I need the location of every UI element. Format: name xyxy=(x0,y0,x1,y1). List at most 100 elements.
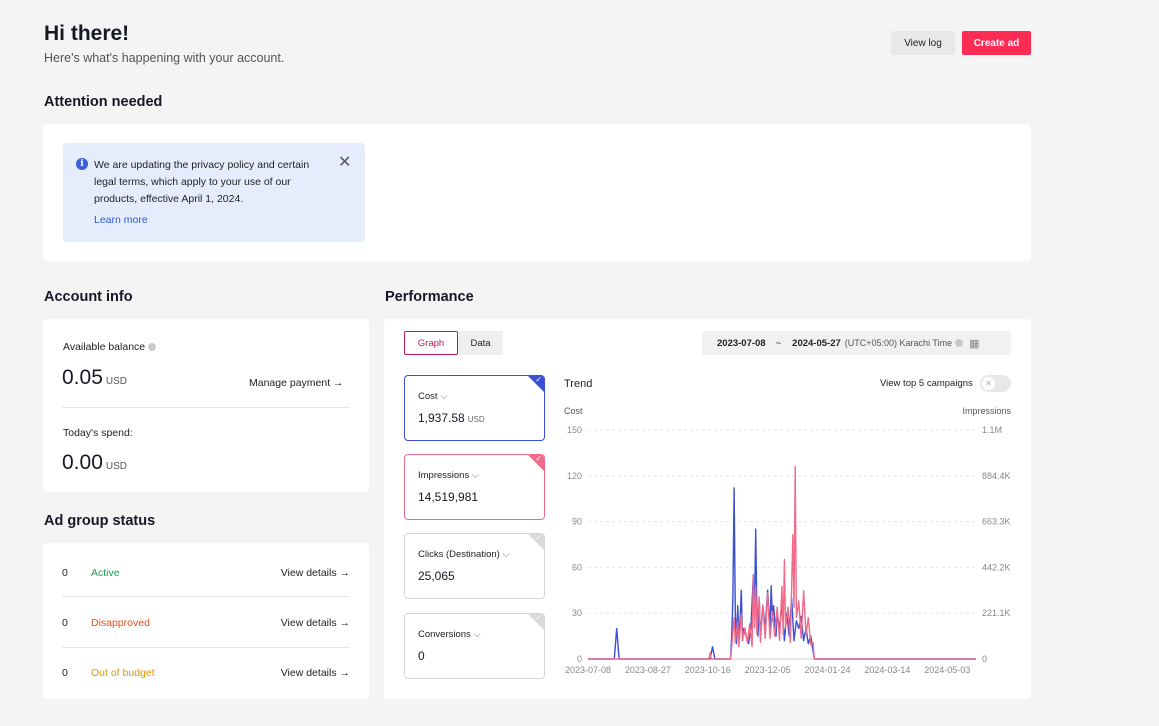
y-left-tick-label: 0 xyxy=(577,654,582,664)
metric-unit: USD xyxy=(467,415,485,424)
y-right-axis-label: Impressions xyxy=(962,406,1011,416)
x-tick-label: 2024-03-14 xyxy=(864,665,910,675)
today-spend-amount: 0.00 USD xyxy=(62,451,127,475)
metric-label: Conversions ⌵ xyxy=(418,629,481,640)
metric-card-conversions[interactable]: ✓ Conversions ⌵ 0 xyxy=(404,613,545,679)
y-right-tick-label: 884.4K xyxy=(982,471,1011,481)
y-left-tick-label: 60 xyxy=(572,562,582,572)
today-spend-label: Today's spend: xyxy=(63,427,133,439)
status-row-disapproved: 0 Disapproved View details → xyxy=(62,613,350,633)
close-icon[interactable]: ✕ xyxy=(338,154,352,171)
x-tick-label: 2024-01-24 xyxy=(804,665,850,675)
view-details-link[interactable]: View details → xyxy=(280,617,350,629)
metric-label-text: Cost xyxy=(418,391,438,402)
check-icon: ✓ xyxy=(535,375,542,384)
calendar-icon[interactable]: ▦ xyxy=(969,337,980,350)
trend-chart: Cost Impressions 150 1.1M 120 884.4K 90 663.3… xyxy=(564,406,1012,675)
date-start: 2023-07-08 xyxy=(717,337,766,349)
page-subtitle: Here's what's happening with your accoun… xyxy=(44,51,285,65)
view-details-link[interactable]: View details → xyxy=(280,667,350,679)
account-info-title: Account info xyxy=(44,289,133,305)
y-right-tick-label: 442.2K xyxy=(982,562,1011,572)
privacy-notice: i We are updating the privacy policy and… xyxy=(63,143,365,242)
x-tick-label: 2024-05-03 xyxy=(924,665,970,675)
balance-value: 0.05 xyxy=(62,366,103,389)
metric-label-text: Clicks (Destination) xyxy=(418,549,500,560)
series-line-cost xyxy=(588,487,976,660)
check-icon: ✓ xyxy=(535,454,542,463)
ad-group-status-card xyxy=(43,543,369,699)
manage-payment-link[interactable]: Manage payment → xyxy=(249,377,344,389)
view-details-link[interactable]: View details → xyxy=(280,567,350,579)
learn-more-link[interactable]: Learn more xyxy=(94,214,148,226)
tab-graph[interactable]: Graph xyxy=(404,331,458,355)
create-ad-button[interactable]: Create ad xyxy=(962,31,1031,55)
metric-label: Impressions ⌵ xyxy=(418,470,479,481)
page-title: Hi there! xyxy=(44,22,130,45)
y-right-tick-label: 221.1K xyxy=(982,608,1011,618)
metric-value: 0 xyxy=(418,649,425,663)
top5-label: View top 5 campaigns xyxy=(880,378,973,389)
x-tick-label: 2023-07-08 xyxy=(565,665,611,675)
x-tick-label: 2023-08-27 xyxy=(625,665,671,675)
top5-toggle[interactable]: ✕ xyxy=(980,375,1011,392)
y-right-tick-label: 1.1M xyxy=(982,425,1002,435)
help-icon[interactable] xyxy=(148,343,157,352)
divider xyxy=(62,647,350,648)
metric-label-text: Conversions xyxy=(418,629,471,640)
unselected-corner xyxy=(528,534,544,550)
tab-data[interactable]: Data xyxy=(458,331,503,355)
unselected-corner xyxy=(528,614,544,630)
status-label: Disapproved xyxy=(91,617,150,629)
date-separator: ~ xyxy=(775,337,782,349)
ad-group-status-title: Ad group status xyxy=(44,513,156,529)
series-line-impressions xyxy=(588,465,976,660)
metric-label: Clicks (Destination) ⌵ xyxy=(418,549,510,560)
y-right-tick-label: 0 xyxy=(982,654,987,664)
spend-value: 0.00 xyxy=(62,451,103,474)
balance-label: Available balance xyxy=(63,341,157,353)
divider xyxy=(62,407,350,408)
timezone: (UTC+05:00) Karachi Time xyxy=(844,338,953,348)
metric-card-cost[interactable]: ✓ Cost ⌵ 1,937.58 USD xyxy=(404,375,545,441)
chevron-down-icon: ⌵ xyxy=(502,549,510,560)
view-log-button[interactable]: View log xyxy=(891,31,955,55)
date-range-picker[interactable]: 2023-07-08 ~ 2024-05-27 (UTC+05:00) Kara… xyxy=(702,331,1011,355)
spend-currency: USD xyxy=(105,461,127,472)
status-label: Active xyxy=(91,567,120,579)
y-left-tick-label: 120 xyxy=(567,471,582,481)
metric-card-clicks[interactable]: ✓ Clicks (Destination) ⌵ 25,065 xyxy=(404,533,545,599)
metric-label: Cost ⌵ xyxy=(418,391,447,402)
help-icon[interactable] xyxy=(955,339,964,347)
balance-currency: USD xyxy=(105,376,127,387)
close-icon: ✕ xyxy=(982,377,995,390)
divider xyxy=(62,596,350,597)
account-info-card xyxy=(43,319,369,492)
y-left-tick-label: 30 xyxy=(572,608,582,618)
y-left-tick-label: 150 xyxy=(567,425,582,435)
status-count: 0 xyxy=(62,617,68,629)
notice-message: We are updating the privacy policy and c… xyxy=(94,159,310,205)
check-icon: ✓ xyxy=(535,613,542,622)
x-tick-label: 2023-10-16 xyxy=(685,665,731,675)
status-label: Out of budget xyxy=(91,667,155,679)
x-tick-label: 2023-12-05 xyxy=(745,665,791,675)
metric-card-impressions[interactable]: ✓ Impressions ⌵ 14,519,981 xyxy=(404,454,545,520)
y-left-tick-label: 90 xyxy=(572,517,582,527)
metric-label-text: Impressions xyxy=(418,470,470,481)
status-count: 0 xyxy=(62,567,68,579)
y-left-axis-label: Cost xyxy=(564,406,583,416)
chevron-down-icon: ⌵ xyxy=(473,629,481,640)
performance-title: Performance xyxy=(385,289,474,305)
attention-title: Attention needed xyxy=(44,94,163,110)
info-icon: i xyxy=(76,158,88,170)
metric-value: 14,519,981 xyxy=(418,490,479,504)
chevron-down-icon: ⌵ xyxy=(440,391,448,402)
selected-corner xyxy=(528,455,544,471)
check-icon: ✓ xyxy=(535,533,542,542)
status-count: 0 xyxy=(62,667,68,679)
status-row-out-of-budget: 0 Out of budget View details → xyxy=(62,663,350,683)
metric-value-text: 1,937.58 xyxy=(418,411,465,425)
status-row-active: 0 Active View details → xyxy=(62,563,350,583)
balance-amount: 0.05 USD xyxy=(62,366,127,390)
